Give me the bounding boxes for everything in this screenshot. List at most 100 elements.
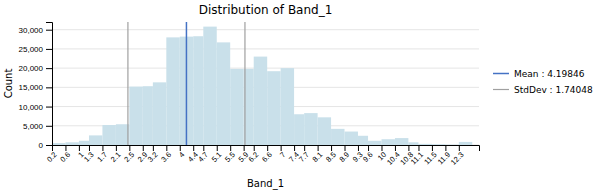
y-tick: 15,000 [19, 83, 52, 92]
y-tick-label: 20,000 [19, 64, 44, 73]
x-tick: 0.6 [58, 145, 72, 164]
y-tick-mark [46, 126, 52, 127]
x-tick: 2.1 [109, 145, 123, 164]
x-tick-label: 8.1 [311, 150, 325, 164]
x-tick: 11.9 [436, 145, 452, 166]
y-tick: 5,000 [23, 122, 52, 131]
bar [102, 125, 115, 145]
x-tick-label: 8.9 [337, 150, 351, 164]
bar [408, 142, 418, 145]
y-tick-label: 15,000 [19, 83, 44, 92]
bar [254, 57, 267, 145]
x-tick: 8.9 [337, 145, 351, 164]
grid [52, 30, 479, 145]
x-tick-label: 5.5 [223, 150, 237, 164]
x-tick: 0.2 [45, 145, 59, 164]
bar [193, 36, 203, 145]
marks [52, 22, 472, 145]
title: Distribution of Band_1 [199, 3, 333, 17]
x-tick: 8.5 [324, 145, 338, 164]
bar [65, 142, 78, 145]
y-tick-mark [46, 107, 52, 108]
x-tick: 5.5 [223, 145, 237, 164]
x-tick-label: 6.2 [247, 150, 261, 164]
bar [79, 141, 89, 145]
bar [395, 138, 408, 145]
y-axis: 05,00010,00015,00020,00025,00030,000 [19, 23, 53, 151]
y-tick: 20,000 [19, 64, 52, 73]
reference-line [244, 22, 245, 145]
bar [432, 144, 445, 145]
reference-line [186, 22, 188, 145]
y-tick: 30,000 [19, 26, 52, 35]
bar [358, 136, 368, 145]
x-tick: 9.3 [351, 145, 365, 164]
bar [217, 42, 230, 145]
bar [304, 113, 317, 145]
x-axis: 0.20.611.31.72.12.52.93.23.644.44.75.15.… [45, 145, 480, 167]
x-tick: 3.2 [146, 145, 160, 164]
x-tick-label: 1.3 [82, 150, 96, 164]
x-tick: 4.4 [186, 145, 200, 164]
bar [318, 117, 331, 145]
bar [331, 129, 344, 145]
x-tick: 4.7 [196, 145, 210, 164]
x-tick-label: 5.1 [210, 150, 224, 164]
y-tick: 10,000 [19, 103, 52, 112]
legend-label: StdDev : 1.74048 [514, 85, 593, 95]
bar [143, 86, 153, 145]
x-tick: 6.6 [260, 145, 274, 164]
bar [203, 27, 216, 145]
x-tick: 7.7 [297, 145, 311, 164]
x-tick: 5.1 [210, 145, 224, 164]
y-tick-mark [46, 68, 52, 69]
bar [445, 144, 458, 145]
x-tick: 2.9 [136, 145, 150, 164]
y-tick-label: 0 [39, 141, 44, 150]
legend-item: Mean : 4.19846 [493, 69, 585, 79]
bar [345, 132, 358, 145]
x-axis-line [53, 146, 480, 152]
legend: Mean : 4.19846 StdDev : 1.74048 [493, 69, 593, 95]
x-tick-label: 2.1 [109, 150, 123, 164]
bar [381, 139, 394, 145]
x-tick: 8.1 [311, 145, 325, 164]
y-tick: 0 [39, 141, 52, 150]
x-tick: 6.2 [247, 145, 261, 164]
legend-swatch [493, 73, 509, 75]
legend-label: Mean : 4.19846 [514, 69, 585, 79]
x-tick: 10.4 [385, 145, 402, 167]
grid-line [52, 48, 479, 49]
y-tick-label: 30,000 [19, 26, 44, 35]
x-tick-label: 1.7 [95, 150, 109, 164]
x-tick: 1.7 [95, 145, 109, 164]
y-tick-mark [46, 87, 52, 88]
x-axis-title: Band_1 [247, 178, 284, 190]
x-tick-label: 4 [177, 150, 186, 159]
bar [230, 69, 243, 145]
y-tick-mark [46, 49, 52, 50]
bar [116, 124, 129, 145]
x-tick-label: 6.6 [260, 150, 274, 164]
x-tick-label: 4.7 [196, 150, 210, 164]
y-tick-label: 5,000 [23, 122, 44, 131]
bar [52, 143, 65, 145]
grid-line [52, 29, 479, 30]
x-tick: 3.6 [159, 145, 173, 164]
bar [129, 87, 142, 145]
y-tick-mark [46, 145, 52, 146]
x-tick: 11.1 [409, 145, 425, 166]
x-tick-label: 0.2 [45, 150, 59, 164]
legend-item: StdDev : 1.74048 [493, 85, 593, 95]
x-tick: 5.9 [237, 145, 251, 164]
legend-swatch [493, 89, 509, 90]
bar [459, 142, 472, 145]
x-tick-label: 3.6 [159, 150, 173, 164]
x-tick: 9.6 [361, 145, 375, 164]
plot-area: 05,00010,00015,00020,00025,00030,0000.20… [19, 22, 480, 167]
x-tick-label: 8.5 [324, 150, 338, 164]
reference-line [127, 22, 128, 145]
bar [368, 141, 381, 145]
bar [294, 114, 304, 145]
y-tick-label: 10,000 [19, 103, 44, 112]
